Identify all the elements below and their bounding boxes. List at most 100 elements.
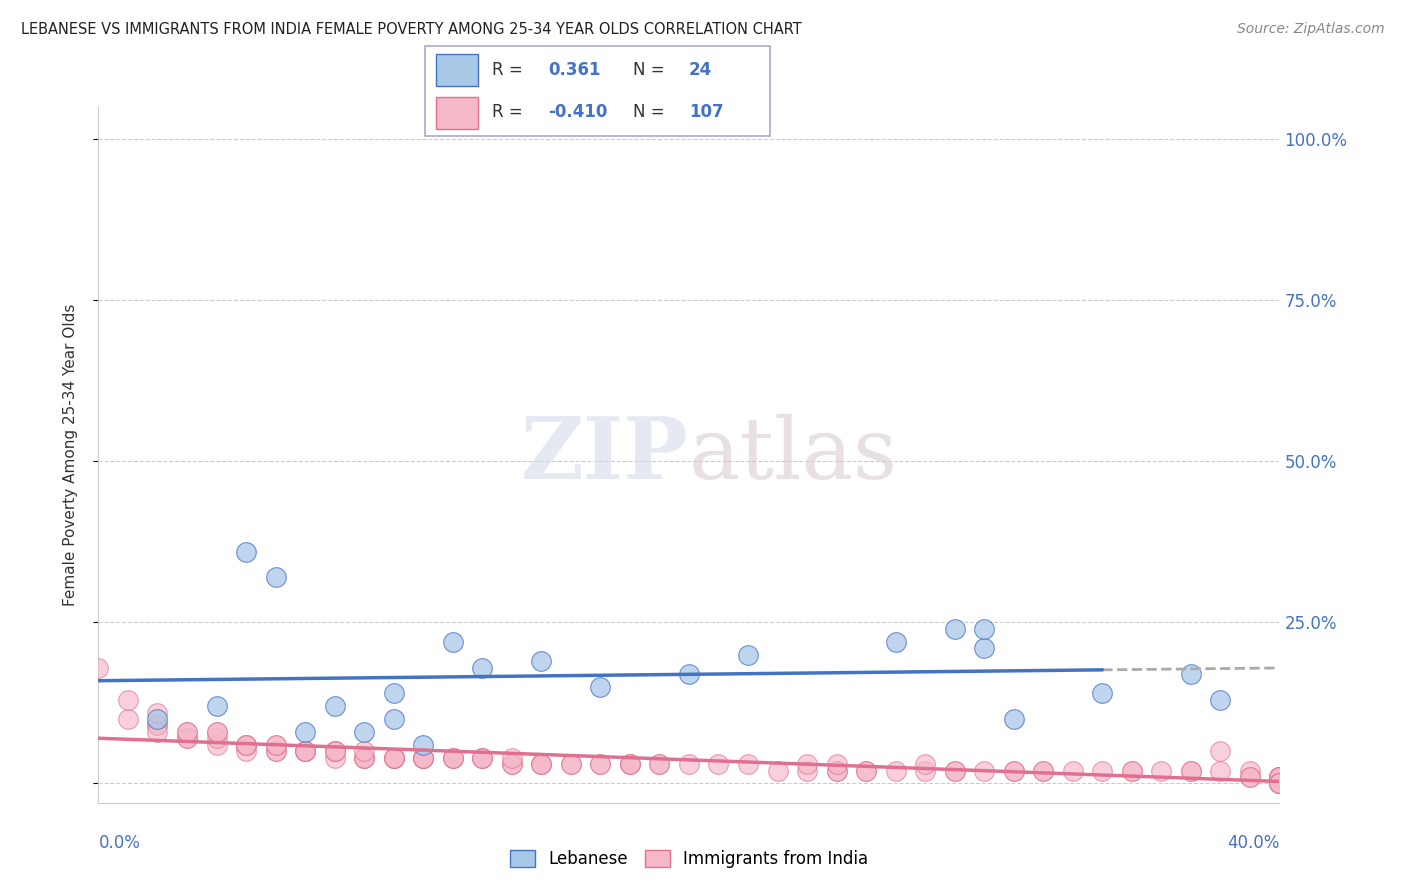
Point bbox=[1209, 692, 1232, 706]
Point bbox=[205, 738, 228, 752]
Point bbox=[353, 750, 375, 764]
Point bbox=[501, 757, 523, 772]
Point bbox=[1121, 764, 1143, 778]
Point bbox=[825, 764, 848, 778]
Point bbox=[530, 654, 553, 668]
Point bbox=[412, 750, 434, 764]
Point bbox=[382, 712, 405, 726]
Point bbox=[530, 757, 553, 772]
Point bbox=[943, 764, 966, 778]
Point bbox=[235, 738, 257, 752]
Point bbox=[146, 718, 169, 732]
Point bbox=[884, 634, 907, 648]
Point bbox=[353, 725, 375, 739]
Point bbox=[382, 750, 405, 764]
Point bbox=[1268, 770, 1291, 784]
Point bbox=[146, 712, 169, 726]
Point bbox=[235, 738, 257, 752]
Point bbox=[264, 738, 287, 752]
Point bbox=[205, 725, 228, 739]
Text: N =: N = bbox=[633, 61, 664, 78]
Point bbox=[1268, 776, 1291, 790]
Point bbox=[323, 744, 346, 758]
Point bbox=[441, 634, 464, 648]
Point bbox=[471, 750, 494, 764]
Point bbox=[825, 764, 848, 778]
Text: atlas: atlas bbox=[689, 413, 898, 497]
Point bbox=[382, 750, 405, 764]
Point bbox=[294, 744, 316, 758]
Point bbox=[1062, 764, 1084, 778]
Point bbox=[412, 750, 434, 764]
Point bbox=[1268, 776, 1291, 790]
Point bbox=[235, 744, 257, 758]
Point bbox=[678, 757, 700, 772]
Text: -0.410: -0.410 bbox=[548, 103, 607, 121]
Point bbox=[205, 731, 228, 746]
Point bbox=[1032, 764, 1054, 778]
Text: 0.361: 0.361 bbox=[548, 61, 600, 78]
Point bbox=[530, 757, 553, 772]
Point bbox=[1091, 764, 1114, 778]
Point bbox=[1032, 764, 1054, 778]
Point bbox=[146, 718, 169, 732]
Point bbox=[619, 757, 641, 772]
Text: R =: R = bbox=[492, 103, 523, 121]
Point bbox=[589, 757, 612, 772]
Point bbox=[353, 750, 375, 764]
Point bbox=[323, 750, 346, 764]
Text: 24: 24 bbox=[689, 61, 713, 78]
Point bbox=[560, 757, 582, 772]
Text: N =: N = bbox=[633, 103, 664, 121]
Point bbox=[855, 764, 877, 778]
Text: R =: R = bbox=[492, 61, 523, 78]
Point bbox=[1002, 764, 1025, 778]
Point bbox=[1180, 764, 1202, 778]
Point bbox=[1239, 770, 1261, 784]
Point bbox=[1121, 764, 1143, 778]
Point bbox=[235, 544, 257, 558]
Point bbox=[1002, 764, 1025, 778]
Point bbox=[412, 738, 434, 752]
Text: ZIP: ZIP bbox=[522, 413, 689, 497]
Point bbox=[264, 744, 287, 758]
Point bbox=[176, 725, 198, 739]
Point bbox=[294, 744, 316, 758]
Point bbox=[619, 757, 641, 772]
Point bbox=[855, 764, 877, 778]
Point bbox=[323, 744, 346, 758]
Point bbox=[235, 738, 257, 752]
Point bbox=[146, 725, 169, 739]
Point bbox=[294, 744, 316, 758]
Point bbox=[412, 750, 434, 764]
Point bbox=[176, 731, 198, 746]
Point bbox=[382, 686, 405, 700]
Point bbox=[264, 738, 287, 752]
Point bbox=[146, 706, 169, 720]
Point bbox=[441, 750, 464, 764]
Point bbox=[1268, 776, 1291, 790]
Point bbox=[205, 725, 228, 739]
Point bbox=[914, 757, 936, 772]
Point bbox=[589, 757, 612, 772]
Point bbox=[353, 744, 375, 758]
Point bbox=[205, 699, 228, 714]
Point bbox=[1002, 712, 1025, 726]
Point bbox=[471, 750, 494, 764]
Bar bbox=[436, 97, 478, 129]
Point bbox=[1268, 770, 1291, 784]
Point bbox=[1268, 770, 1291, 784]
Point bbox=[1091, 686, 1114, 700]
Point bbox=[176, 731, 198, 746]
Point bbox=[117, 692, 139, 706]
Point bbox=[501, 757, 523, 772]
Point bbox=[589, 680, 612, 694]
Point bbox=[412, 750, 434, 764]
Point bbox=[973, 764, 995, 778]
Point bbox=[176, 725, 198, 739]
Point bbox=[943, 764, 966, 778]
Point bbox=[884, 764, 907, 778]
Point bbox=[825, 757, 848, 772]
Point bbox=[323, 744, 346, 758]
Point bbox=[796, 764, 818, 778]
